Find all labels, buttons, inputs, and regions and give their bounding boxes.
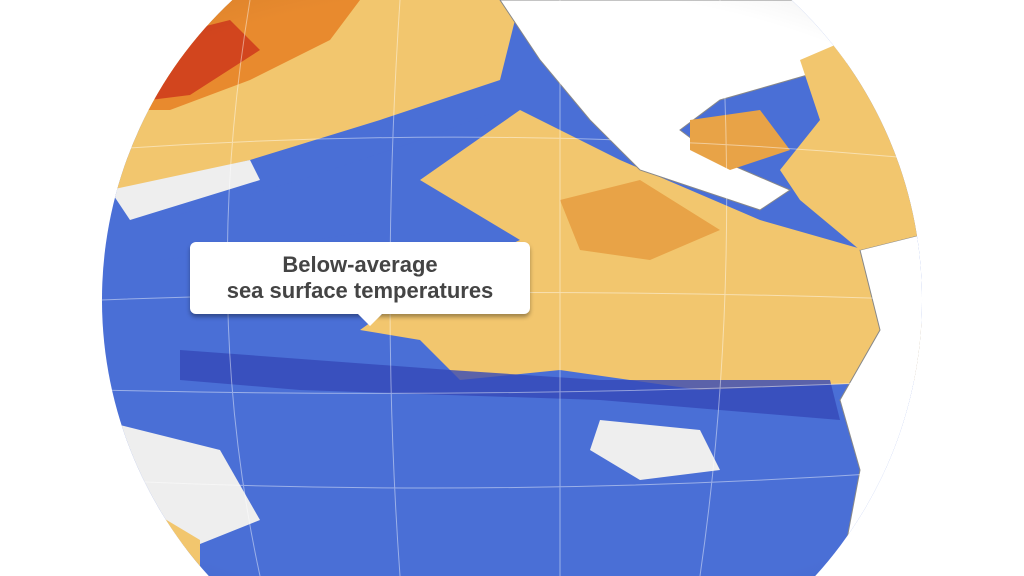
annotation-callout: Below-average sea surface temperatures [190, 242, 530, 326]
annotation-line-1: Below-average [282, 252, 438, 277]
annotation-line-2: sea surface temperatures [226, 278, 494, 303]
